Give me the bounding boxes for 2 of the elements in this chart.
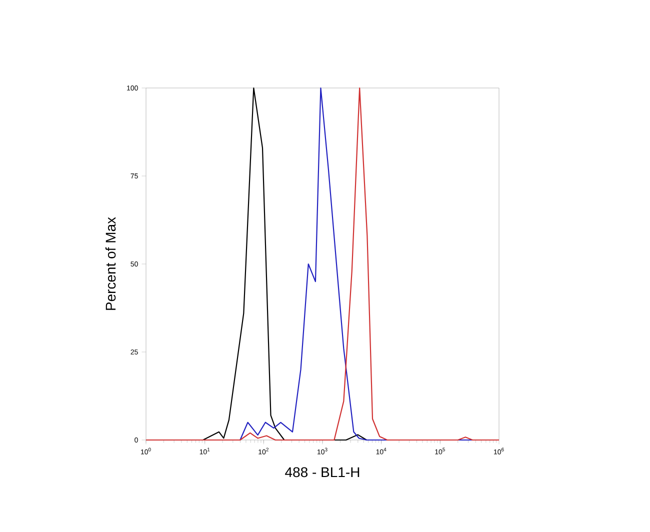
y-axis-title: Percent of Max — [105, 217, 116, 310]
x-axis-title: 488 - BL1-H — [285, 467, 360, 478]
